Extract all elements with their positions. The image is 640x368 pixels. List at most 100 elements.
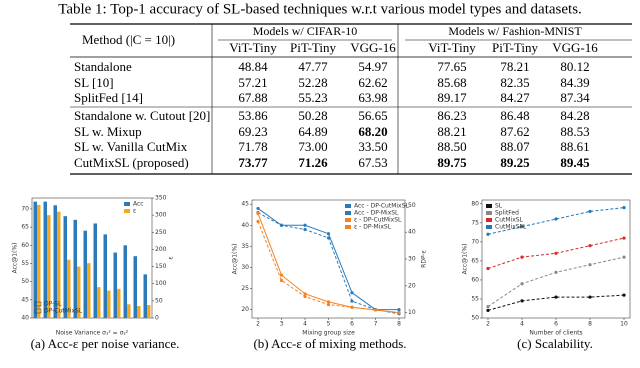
x-tick-label: 6 <box>554 321 558 328</box>
cell: 52.28 <box>298 75 327 90</box>
cell: 54.97 <box>358 59 388 74</box>
bar <box>107 290 111 318</box>
y2-tick-label: 30 <box>408 256 416 263</box>
cell: 88.53 <box>560 124 589 139</box>
point <box>520 299 524 303</box>
cell: 88.50 <box>437 139 466 154</box>
bar <box>83 230 87 318</box>
cell: 47.77 <box>298 59 328 74</box>
point <box>279 223 284 227</box>
bar <box>37 204 41 318</box>
point <box>520 225 524 229</box>
bar <box>123 245 127 318</box>
cell: 85.68 <box>437 75 466 90</box>
legend-swatch <box>486 204 492 208</box>
y-tick-label: 50 <box>471 315 479 322</box>
y-tick-label: 40 <box>241 222 249 229</box>
y-tick-label: 45 <box>21 296 29 303</box>
y2-tick-label: 0 <box>155 315 159 322</box>
row-method: Standalone <box>74 59 132 74</box>
y-tick-label: 20 <box>241 306 249 313</box>
y-tick-label: 25 <box>241 285 249 292</box>
legend-swatch <box>345 211 351 215</box>
y2-tick-label: 40 <box>408 229 416 236</box>
y-tick-label: 40 <box>21 315 29 322</box>
point <box>588 295 592 299</box>
legend-swatch <box>486 225 492 229</box>
bar <box>93 223 97 318</box>
x-tick-label: 4 <box>520 321 524 328</box>
cell: 86.48 <box>500 108 529 123</box>
cell: 33.50 <box>358 139 387 154</box>
column-header: ViT-Tiny <box>229 40 277 55</box>
cell: 68.20 <box>358 124 387 139</box>
y-tick-label: 55 <box>21 260 29 267</box>
x-axis-label: Mixing group size <box>302 330 355 337</box>
x-tick-label: 5 <box>327 321 331 328</box>
point <box>622 255 626 259</box>
point <box>554 217 558 221</box>
legend-swatch <box>486 211 492 215</box>
cell: 48.84 <box>238 59 268 74</box>
group-header: Models w/ CIFAR-10 <box>253 24 357 38</box>
cell: 57.21 <box>238 75 267 90</box>
y2-tick-label: 10 <box>408 309 416 316</box>
column-header: ViT-Tiny <box>428 40 476 55</box>
bar <box>103 234 107 318</box>
cell: 73.77 <box>238 155 268 170</box>
bar <box>117 288 121 318</box>
cell: 80.12 <box>560 59 589 74</box>
legend-label: CutMixSFL <box>495 224 527 231</box>
point <box>256 211 260 216</box>
column-header: VGG-16 <box>350 40 396 55</box>
point <box>256 219 260 224</box>
legend-label: Acc - DP-MixSL <box>354 210 399 217</box>
cell: 63.98 <box>358 90 387 105</box>
cell: 56.65 <box>358 108 387 123</box>
point <box>486 304 490 309</box>
figure-caption: (b) Acc-ε of mixing methods. <box>253 336 406 351</box>
legend-swatch <box>486 218 492 222</box>
y2-tick-label: 20 <box>408 282 416 289</box>
point <box>588 209 592 214</box>
y-tick-label: 45 <box>241 201 249 208</box>
point <box>350 305 354 309</box>
bar <box>127 304 131 318</box>
cell: 69.23 <box>238 124 267 139</box>
x-tick-label: 8 <box>397 321 401 328</box>
y-tick-label: 30 <box>241 264 249 271</box>
point <box>326 300 331 304</box>
legend-swatch <box>345 225 351 229</box>
cell: 89.17 <box>437 90 467 105</box>
y-tick-label: 70 <box>21 205 29 212</box>
point <box>486 232 490 236</box>
table-caption: Table 1: Top-1 accuracy of SL-based tech… <box>58 1 582 17</box>
y-tick-label: 70 <box>471 238 479 245</box>
bar <box>87 263 91 318</box>
point <box>397 311 401 315</box>
legend-swatch <box>345 204 351 208</box>
cell: 89.75 <box>437 155 467 170</box>
bar <box>147 304 151 318</box>
row-method: SplitFed [14] <box>74 90 143 105</box>
legend-label: Acc - DP-CutMixSL <box>354 203 409 210</box>
cell: 88.21 <box>437 124 466 139</box>
cell: 67.53 <box>358 155 387 170</box>
point <box>622 206 626 210</box>
series-line <box>487 256 625 307</box>
group-header: Models w/ Fashion-MNIST <box>448 24 582 38</box>
y-tick-label: 50 <box>21 278 29 285</box>
y-tick-label: 65 <box>471 257 479 264</box>
bar <box>137 306 141 318</box>
y2-tick-label: 250 <box>155 229 167 236</box>
method-header: Method (|C = 10|) <box>82 32 175 47</box>
legend-swatch <box>124 202 130 206</box>
point <box>622 236 626 240</box>
y2-tick-label: 300 <box>155 212 167 219</box>
y2-tick-label: 50 <box>155 297 163 304</box>
legend-label: SL <box>495 203 503 210</box>
legend-label: ε - DP-MixSL <box>354 224 392 231</box>
row-method: CutMixSL (proposed) <box>74 155 189 170</box>
y2-tick-label: 100 <box>155 280 167 287</box>
